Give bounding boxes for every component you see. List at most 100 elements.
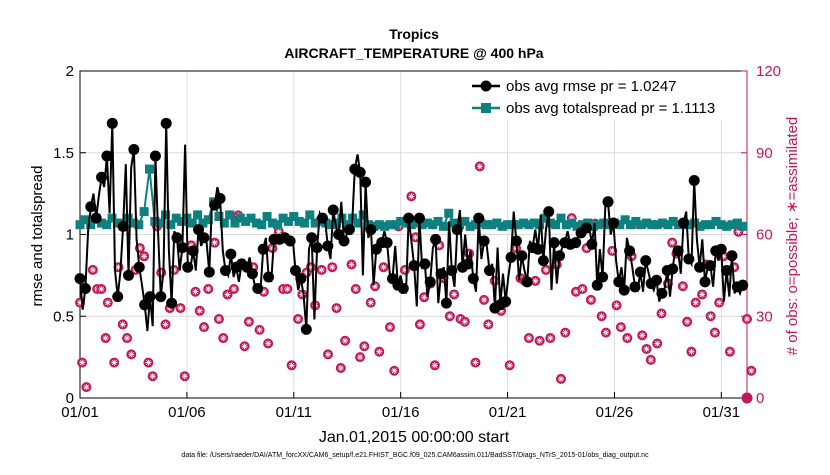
spread-point (684, 220, 694, 230)
rmse-point (424, 276, 436, 288)
rmse-point (117, 220, 129, 232)
obs-count-asterisk (361, 343, 368, 350)
obs-count-asterisk (558, 375, 565, 382)
obs-count-asterisk (457, 315, 464, 322)
spread-point (540, 213, 550, 223)
spread-point (642, 218, 652, 228)
obs-count-asterisk (250, 264, 257, 271)
obs-count-asterisk (136, 245, 143, 252)
spread-point (465, 221, 475, 231)
obs-count-asterisk (416, 321, 423, 328)
obs-count-asterisk (145, 359, 152, 366)
obs-count-asterisk (587, 296, 594, 303)
legend-rmse-label: obs avg rmse pr = 1.0247 (506, 78, 677, 95)
obs-count-asterisk (421, 294, 428, 301)
spread-point (503, 220, 513, 230)
obs-count-asterisk (318, 266, 325, 273)
spread-point (380, 221, 390, 231)
obs-count-asterisk (598, 313, 605, 320)
spread-point (358, 210, 368, 220)
obs-count-asterisk (158, 269, 165, 276)
spread-point (294, 216, 304, 226)
spread-point (422, 218, 432, 228)
rmse-point (586, 238, 598, 250)
rmse-point (548, 237, 560, 249)
obs-count-asterisk (491, 277, 498, 284)
spread-point (449, 218, 459, 228)
obs-count-asterisk (245, 318, 252, 325)
spread-point (668, 216, 678, 226)
y-tick-label-left: 1.5 (53, 145, 74, 162)
spread-point (625, 220, 635, 230)
obs-count-asterisk (688, 348, 695, 355)
chart-subtitle: AIRCRAFT_TEMPERATURE @ 400 hPa (284, 45, 543, 61)
obs-count-asterisk (329, 264, 336, 271)
obs-count-asterisk (679, 283, 686, 290)
spread-point (144, 164, 154, 174)
obs-count-asterisk (431, 362, 438, 369)
obs-count-asterisk (342, 337, 349, 344)
rmse-point (430, 233, 442, 245)
obs-count-asterisk (684, 318, 691, 325)
rmse-point (182, 261, 194, 273)
rmse-point (640, 255, 652, 267)
obs-count-asterisk (617, 324, 624, 331)
rmse-point (397, 282, 409, 294)
obs-count-asterisk (241, 343, 248, 350)
spread-point (716, 220, 726, 230)
y-tick-label-right: 120 (756, 63, 781, 80)
obs-count-asterisk (211, 239, 218, 246)
spread-point (529, 218, 539, 228)
rmse-point (634, 266, 646, 278)
spread-point (241, 216, 251, 226)
spread-point (112, 218, 122, 228)
obs-count-asterisk (472, 359, 479, 366)
obs-count-asterisk (692, 299, 699, 306)
spread-point (551, 220, 561, 230)
spread-point (722, 221, 732, 231)
obs-count-asterisk (181, 373, 188, 380)
obs-count-asterisk (436, 242, 443, 249)
y-tick-label-right: 60 (756, 227, 773, 244)
obs-count-asterisk (149, 373, 156, 380)
rmse-point (106, 117, 118, 129)
spread-point (273, 220, 283, 230)
spread-point (444, 208, 454, 218)
obs-count-asterisk (357, 354, 364, 361)
obs-count-asterisk (299, 291, 306, 298)
spread-point (438, 221, 448, 231)
obs-count-asterisk (532, 277, 539, 284)
spread-point (166, 220, 176, 230)
rmse-point (219, 264, 231, 276)
obs-count-asterisk (481, 296, 488, 303)
obs-count-asterisk (647, 356, 654, 363)
spread-point (267, 218, 277, 228)
obs-count-asterisk (141, 253, 148, 260)
rmse-point (602, 196, 614, 208)
rmse-point (721, 264, 733, 276)
spread-point (572, 221, 582, 231)
obs-count-asterisk (517, 275, 524, 282)
spread-point (107, 213, 117, 223)
obs-count-asterisk (386, 324, 393, 331)
x-axis-label: Jan.01,2015 00:00:00 start (319, 429, 510, 446)
rmse-point (672, 245, 684, 257)
obs-count-asterisk (269, 245, 276, 252)
rmse-point (90, 212, 102, 224)
spread-point (588, 221, 598, 231)
obs-count-asterisk (348, 261, 355, 268)
obs-count-asterisk (188, 242, 195, 249)
rmse-point (403, 212, 415, 224)
obs-count-asterisk (639, 332, 646, 339)
spread-point (390, 220, 400, 230)
legend-spread-label: obs avg totalspread pr = 1.1113 (506, 100, 715, 117)
rmse-point (306, 232, 318, 244)
obs-count-asterisk (128, 351, 135, 358)
rmse-point (580, 222, 592, 234)
rmse-point (171, 232, 183, 244)
rmse-point (688, 175, 700, 187)
obs-count-asterisk (307, 264, 314, 271)
spread-point (225, 210, 235, 220)
obs-count-asterisk (735, 228, 742, 235)
obs-count-asterisk (451, 291, 458, 298)
